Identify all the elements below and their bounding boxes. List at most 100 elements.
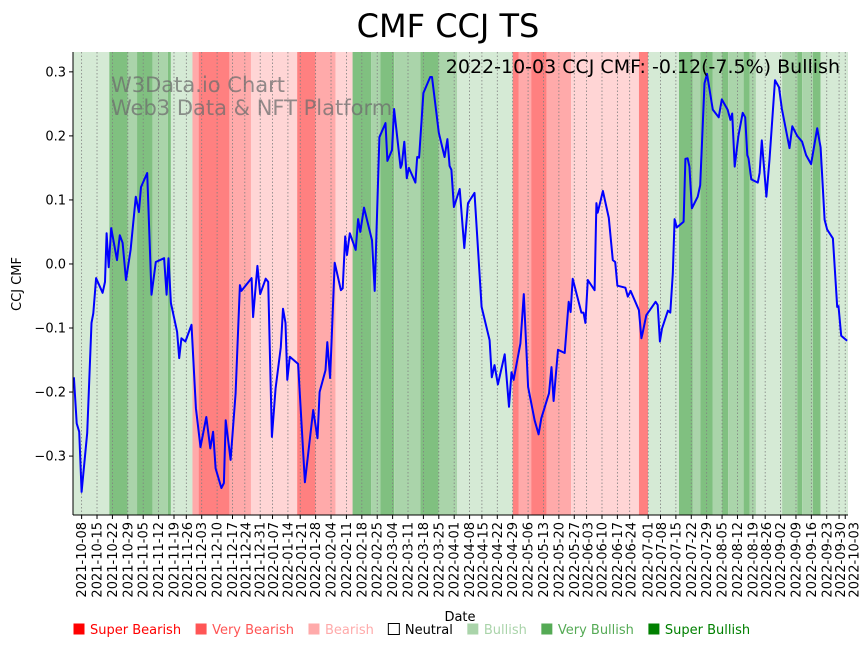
- band-super-bullish: [743, 52, 750, 515]
- legend-label: Very Bearish: [212, 623, 294, 638]
- legend-swatch: [195, 623, 207, 635]
- band-bearish: [335, 52, 353, 515]
- band-super-bullish: [380, 52, 395, 515]
- x-tick-label: 2022-07-22: [685, 522, 700, 598]
- y-axis-ticks: 0.3 0.2 0.1 0.0 −0.1 −0.2 −0.3: [34, 65, 73, 465]
- x-tick-label: 2022-01-14: [281, 522, 296, 598]
- legend-item-neutral: Neutral: [387, 623, 453, 638]
- y-tick-label: −0.3: [34, 450, 66, 465]
- x-tick-label: 2022-06-17: [611, 522, 626, 598]
- x-tick-label: 2022-03-04: [386, 522, 401, 598]
- x-axis-ticks: 2021-10-08 2021-10-15 2021-10-22 2021-10-29…: [75, 515, 862, 598]
- legend-item-bullish: Bullish: [467, 623, 527, 638]
- x-tick-label: 2022-07-15: [669, 522, 684, 598]
- x-tick-label: 2022-04-01: [448, 522, 463, 598]
- x-gridlines: [81, 52, 846, 515]
- band-bullish: [170, 52, 193, 515]
- legend-item-super-bearish: Super Bearish: [73, 623, 181, 638]
- x-tick-label: 2022-04-22: [491, 522, 506, 598]
- y-tick-label: 0.0: [45, 257, 66, 272]
- y-tick-label: 0.2: [45, 129, 66, 144]
- legend-item-very-bullish: Very Bullish: [541, 623, 634, 638]
- x-tick-label: 2022-02-25: [371, 522, 386, 598]
- x-tick-label: 2022-04-29: [506, 522, 521, 598]
- band-super-bullish: [420, 52, 439, 515]
- x-tick-label: 2022-03-18: [417, 522, 432, 598]
- x-tick-label: 2021-10-22: [106, 522, 121, 598]
- band-very-bearish: [518, 52, 532, 515]
- x-axis-label: Date: [444, 610, 475, 625]
- x-tick-label: 2022-06-24: [624, 522, 639, 598]
- chart-title: CMF CCJ TS: [357, 7, 540, 45]
- legend: Super Bearish Very Bearish Bearish Neutral B…: [73, 623, 750, 638]
- band-very-bullish: [127, 52, 138, 515]
- x-tick-label: 2022-01-28: [309, 522, 324, 598]
- x-tick-label: 2022-09-23: [820, 522, 835, 598]
- x-tick-label: 2022-09-30: [834, 522, 849, 598]
- band-super-bearish: [297, 52, 316, 515]
- x-tick-label: 2022-08-12: [731, 522, 746, 598]
- x-tick-label: 2022-10-03: [847, 522, 862, 598]
- band-bullish: [755, 52, 783, 515]
- legend-label: Bearish: [325, 623, 374, 638]
- y-tick-label: 0.3: [45, 65, 66, 80]
- legend-swatch: [541, 623, 553, 635]
- x-tick-label: 2022-01-07: [267, 522, 282, 598]
- band-super-bullish: [678, 52, 693, 515]
- x-tick-label: 2022-05-13: [537, 522, 552, 598]
- band-very-bullish: [438, 52, 458, 515]
- y-tick-label: 0.1: [45, 193, 66, 208]
- band-bearish: [250, 52, 298, 515]
- band-super-bullish: [797, 52, 803, 515]
- band-super-bullish: [722, 52, 729, 515]
- x-tick-label: 2022-06-03: [581, 522, 596, 598]
- band-super-bullish: [109, 52, 128, 515]
- legend-label: Bullish: [484, 623, 527, 638]
- legend-swatch: [308, 623, 320, 635]
- watermark-line-2: Web3 Data & NFT Platform: [111, 96, 392, 120]
- x-tick-label: 2022-08-19: [746, 522, 761, 598]
- legend-label: Super Bearish: [90, 623, 181, 638]
- legend-label: Super Bullish: [665, 623, 750, 638]
- x-tick-label: 2022-05-27: [568, 522, 583, 598]
- band-very-bearish: [315, 52, 336, 515]
- x-tick-label: 2022-06-10: [595, 522, 610, 598]
- legend-item-bearish: Bearish: [308, 623, 374, 638]
- x-tick-label: 2022-09-09: [789, 522, 804, 598]
- band-super-bearish: [531, 52, 547, 515]
- x-tick-label: 2022-04-15: [477, 522, 492, 598]
- band-very-bearish: [192, 52, 199, 515]
- x-tick-label: 2022-01-21: [295, 522, 310, 598]
- x-tick-label: 2021-12-31: [254, 522, 269, 598]
- x-tick-label: 2022-05-20: [552, 522, 567, 598]
- legend-swatch: [387, 623, 400, 635]
- band-very-bullish: [394, 52, 421, 515]
- legend-swatch: [467, 623, 479, 635]
- band-super-bearish: [512, 52, 519, 515]
- watermark-line-1: W3Data.io Chart: [111, 73, 285, 97]
- x-tick-label: 2022-07-08: [655, 522, 670, 598]
- x-tick-label: 2022-08-26: [760, 522, 775, 598]
- x-tick-label: 2022-02-11: [340, 522, 355, 598]
- x-tick-label: 2022-07-01: [642, 522, 657, 598]
- x-tick-label: 2022-07-29: [700, 522, 715, 598]
- latest-value-annotation: 2022-10-03 CCJ CMF: -0.12(-7.5%) Bullish: [446, 56, 840, 78]
- x-tick-label: 2022-03-11: [402, 522, 417, 598]
- x-tick-label: 2021-11-26: [181, 522, 196, 598]
- band-super-bullish: [137, 52, 153, 515]
- band-very-bullish: [728, 52, 744, 515]
- band-very-bullish: [802, 52, 813, 515]
- band-super-bearish: [638, 52, 649, 515]
- x-tick-label: 2021-10-15: [91, 522, 106, 598]
- band-very-bullish: [782, 52, 798, 515]
- band-bullish: [648, 52, 679, 515]
- legend-swatch: [73, 623, 85, 635]
- legend-swatch: [648, 623, 660, 635]
- band-very-bullish: [152, 52, 168, 515]
- band-super-bullish: [812, 52, 821, 515]
- legend-label: Very Bullish: [558, 623, 634, 638]
- x-tick-label: 2021-12-17: [226, 522, 241, 598]
- y-axis-label: CCJ CMF: [10, 257, 25, 311]
- x-tick-label: 2021-11-05: [137, 522, 152, 598]
- legend-item-super-bullish: Super Bullish: [648, 623, 750, 638]
